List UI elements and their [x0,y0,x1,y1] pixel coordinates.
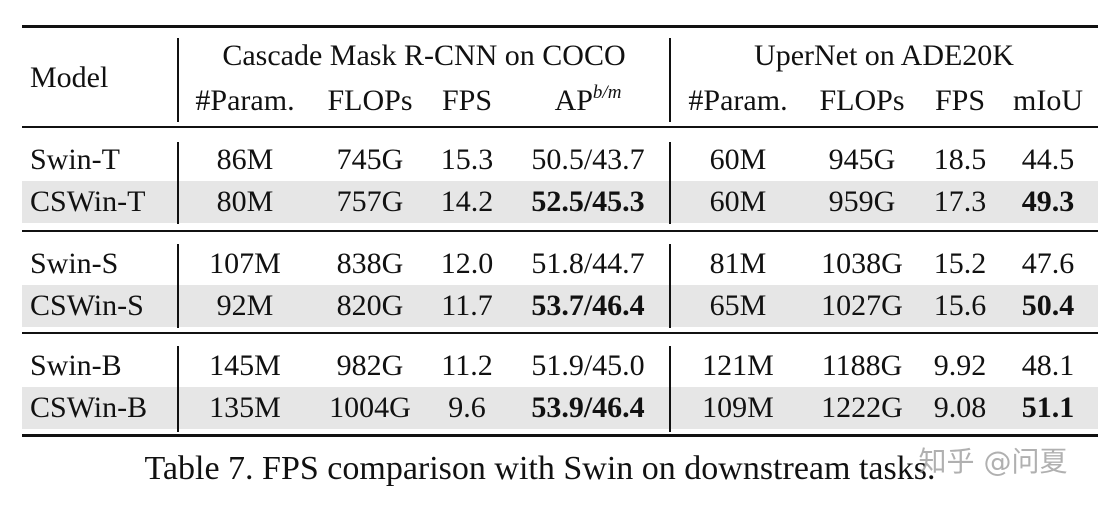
column-header: FPS [441,84,493,117]
model-name: Swin-B [30,349,122,382]
column-divider [177,346,179,432]
column-divider [177,142,179,224]
column-divider [669,142,671,224]
column-divider [177,38,179,122]
cell: 15.2 [933,247,987,280]
header-superscript: b/m [592,82,622,103]
cell: 838G [336,247,404,280]
column-header: mIoU [1013,84,1083,117]
model-name: Swin-S [30,247,119,280]
cell: 53.7/46.4 [531,289,645,322]
header-text: AP [554,84,593,117]
cell: 60M [709,185,767,218]
cell: 48.1 [1021,349,1075,382]
cell: 121M [702,349,774,382]
cell: 81M [709,247,767,280]
header-rule [22,126,1098,128]
group-header: UperNet on ADE20K [754,39,1014,72]
row-shading [22,285,1098,327]
cell: 9.08 [933,391,987,424]
cell: 14.2 [440,185,494,218]
model-name: Swin-T [30,143,120,176]
cell: 945G [828,143,896,176]
model-name: CSWin-B [30,391,148,424]
column-divider [177,244,179,328]
cell: 11.7 [441,289,493,322]
cell: 53.9/46.4 [531,391,645,424]
column-header: FLOPs [327,84,413,117]
cell: 15.3 [440,143,494,176]
cell: 107M [209,247,281,280]
cell: 92M [216,289,274,322]
header-model: Model [30,61,109,94]
cell: 9.6 [448,391,486,424]
group-header: Cascade Mask R-CNN on COCO [222,39,626,72]
cell: 15.6 [933,289,987,322]
column-header: FPS [934,84,986,117]
cell: 17.3 [933,185,987,218]
column-header: #Param. [688,84,788,117]
column-divider [669,38,671,122]
cell: 51.8/44.7 [531,247,645,280]
cell: 49.3 [1021,185,1075,218]
bottom-rule [22,434,1098,437]
top-rule [22,25,1098,28]
cell: 51.1 [1021,391,1075,424]
column-header: APb/m [554,83,622,117]
cell: 1027G [821,289,903,322]
cell: 9.92 [933,349,987,382]
cell: 52.5/45.3 [531,185,645,218]
cell: 145M [209,349,281,382]
cell: 1038G [821,247,903,280]
cell: 745G [336,143,404,176]
watermark: 知乎 @问夏 [918,445,1068,478]
cell: 12.0 [440,247,494,280]
cell: 50.4 [1021,289,1075,322]
cell: 65M [709,289,767,322]
model-name: CSWin-S [30,289,144,322]
section-rule [22,230,1098,232]
model-name: CSWin-T [30,185,146,218]
column-divider [669,244,671,328]
column-header: FLOPs [819,84,905,117]
cell: 60M [709,143,767,176]
cell: 135M [209,391,281,424]
row-shading [22,387,1098,429]
column-divider [669,346,671,432]
row-shading [22,181,1098,223]
cell: 109M [702,391,774,424]
caption: Table 7. FPS comparison with Swin on dow… [144,450,936,487]
cell: 47.6 [1021,247,1075,280]
cell: 51.9/45.0 [531,349,645,382]
cell: 44.5 [1021,143,1075,176]
cell: 50.5/43.7 [531,143,645,176]
cell: 1004G [329,391,411,424]
column-header: #Param. [195,84,295,117]
cell: 959G [828,185,896,218]
cell: 1222G [821,391,903,424]
cell: 982G [336,349,404,382]
cell: 820G [336,289,404,322]
cell: 86M [216,143,274,176]
cell: 18.5 [933,143,987,176]
cell: 1188G [821,349,903,382]
cell: 80M [216,185,274,218]
section-rule [22,332,1098,334]
cell: 757G [336,185,404,218]
cell: 11.2 [441,349,493,382]
